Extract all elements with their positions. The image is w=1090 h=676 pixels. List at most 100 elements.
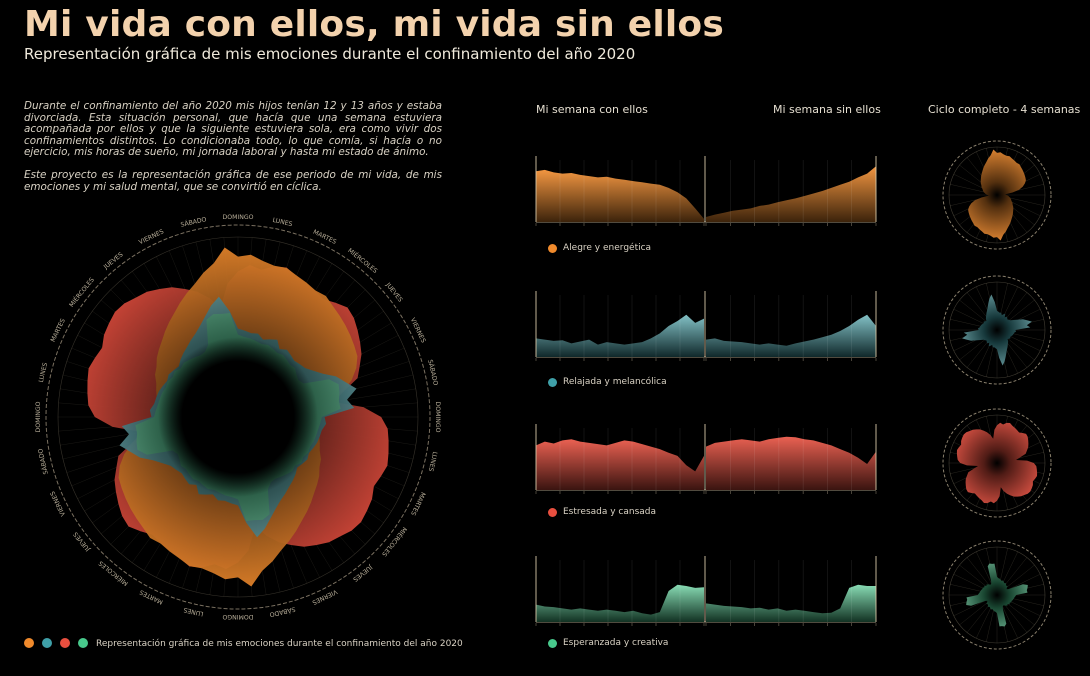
- cycle-radial-charts: [942, 140, 1052, 650]
- emotion-name: Relajada y melancólica: [563, 377, 667, 387]
- intro-paragraph-1: Durante el confinamiento del año 2020 mi…: [24, 100, 442, 159]
- outer-ring: [942, 408, 1052, 518]
- outer-ring: [942, 540, 1052, 650]
- radial-area: [962, 294, 1032, 366]
- cycle-radial-2: [942, 408, 1052, 518]
- ring-day-label: SÁBADO: [269, 605, 297, 620]
- spoke: [1001, 601, 1028, 633]
- ring-day-label: DOMINGO: [222, 613, 253, 620]
- outer-ring: [942, 140, 1052, 250]
- ring-day-label: VIERNES: [49, 490, 67, 517]
- spoke: [1004, 196, 1044, 206]
- ring-day-label: LUNES: [272, 217, 293, 228]
- spoke: [950, 184, 990, 194]
- big-inner-ring: [57, 236, 419, 598]
- cycle-radial-3: [942, 540, 1052, 650]
- area-without: [706, 584, 876, 622]
- big-radial-chart: DOMINGO LUNESMARTESMIÉRCOLESJUEVESVIERNES…: [35, 214, 441, 620]
- emotion-name: Estresada y cansada: [563, 507, 657, 517]
- spoke: [966, 557, 993, 589]
- ring-day-label: MARTES: [50, 318, 67, 344]
- ring-day-label: MARTES: [139, 588, 165, 605]
- big-center-hole: [158, 337, 318, 497]
- intro-text: Durante el confinamiento del año 2020 mi…: [24, 100, 442, 204]
- ring-day-label: MIÉRCOLES: [346, 246, 379, 275]
- spoke: [959, 299, 991, 326]
- ring-day-label: DOMINGO: [35, 401, 42, 432]
- emotion-name: Esperanzada y creativa: [563, 638, 669, 648]
- emotion-label-1: Relajada y melancólica: [548, 377, 667, 387]
- big-outer-ring: [45, 224, 431, 610]
- ring-day-label: MIÉRCOLES: [67, 275, 96, 308]
- inner-ring: [948, 281, 1046, 379]
- bottom-legend-text: Representación gráfica de mis emociones …: [96, 639, 463, 649]
- inner-ring: [948, 414, 1046, 512]
- page-title: Mi vida con ellos, mi vida sin ellos: [24, 4, 724, 45]
- column-head-cycle: Ciclo completo - 4 semanas: [928, 103, 1081, 116]
- spoke: [1001, 557, 1028, 589]
- ring-day-label: SÁBADO: [180, 214, 208, 229]
- ring-day-label: VIERNES: [409, 317, 427, 344]
- ring-day-label: JUEVES: [72, 530, 92, 553]
- area-with: [536, 314, 704, 357]
- ring-day-label: DOMINGO: [434, 401, 441, 432]
- spoke: [959, 564, 991, 591]
- area-chart-0: [535, 156, 877, 226]
- spoke: [959, 599, 991, 626]
- cycle-radial-1: [942, 275, 1052, 385]
- ring-day-label: LUNES: [427, 451, 438, 472]
- spoke: [975, 551, 994, 588]
- emotion-label-0: Alegre y energética: [548, 243, 651, 253]
- emotion-label-2: Estresada y cansada: [548, 507, 656, 517]
- outer-ring: [942, 275, 1052, 385]
- area-chart-1: [535, 291, 877, 361]
- red-dot-icon: [548, 507, 557, 517]
- area-without: [706, 166, 876, 222]
- ring-day-label: MIÉRCOLES: [380, 525, 409, 558]
- column-head-with: Mi semana con ellos: [536, 103, 648, 116]
- inner-ring: [948, 146, 1046, 244]
- area-without: [706, 436, 876, 490]
- spoke: [1000, 602, 1019, 639]
- teal-dot-icon: [548, 377, 557, 387]
- ring-day-label: JUEVES: [102, 251, 125, 271]
- ring-day-label: JUEVES: [384, 281, 404, 304]
- radial-area: [956, 422, 1038, 504]
- green-dot-icon: [78, 638, 88, 648]
- inner-ring: [948, 546, 1046, 644]
- spoke: [1003, 599, 1035, 626]
- intro-paragraph-2: Este proyecto es la representación gráfi…: [24, 168, 442, 193]
- ring-day-label: MARTES: [312, 229, 338, 246]
- ring-day-label: SÁBADO: [426, 359, 441, 387]
- orange-dot-icon: [24, 638, 34, 648]
- spoke: [1003, 564, 1035, 591]
- green-dot-icon: [548, 638, 557, 648]
- weekly-area-charts: [535, 156, 877, 626]
- ring-day-label: VIERNES: [138, 228, 165, 246]
- radial-area: [966, 563, 1028, 627]
- radial-area: [968, 149, 1026, 241]
- red-dot-icon: [60, 638, 70, 648]
- area-with: [536, 584, 704, 622]
- area-without: [706, 314, 876, 357]
- area-with: [536, 169, 704, 222]
- ring-day-label: JUEVES: [351, 563, 374, 583]
- area-chart-3: [535, 556, 877, 626]
- teal-dot-icon: [42, 638, 52, 648]
- ring-day-label: VIERNES: [311, 588, 338, 606]
- bottom-legend-dots: [24, 638, 88, 648]
- area-chart-2: [535, 424, 877, 494]
- page-subtitle: Representación gráfica de mis emociones …: [24, 45, 636, 63]
- spoke: [1003, 334, 1035, 361]
- ring-day-label: LUNES: [183, 606, 204, 617]
- ring-day-label: LUNES: [38, 362, 49, 383]
- spoke: [966, 601, 993, 633]
- emotion-label-3: Esperanzada y creativa: [548, 638, 668, 648]
- ring-day-label: DOMINGO: [222, 214, 253, 221]
- ring-day-label: MARTES: [409, 491, 426, 517]
- area-with: [536, 439, 704, 490]
- orange-dot-icon: [548, 243, 557, 253]
- ring-day-label: SÁBADO: [35, 448, 50, 476]
- column-head-without: Mi semana sin ellos: [773, 103, 881, 116]
- cycle-radial-0: [942, 140, 1052, 250]
